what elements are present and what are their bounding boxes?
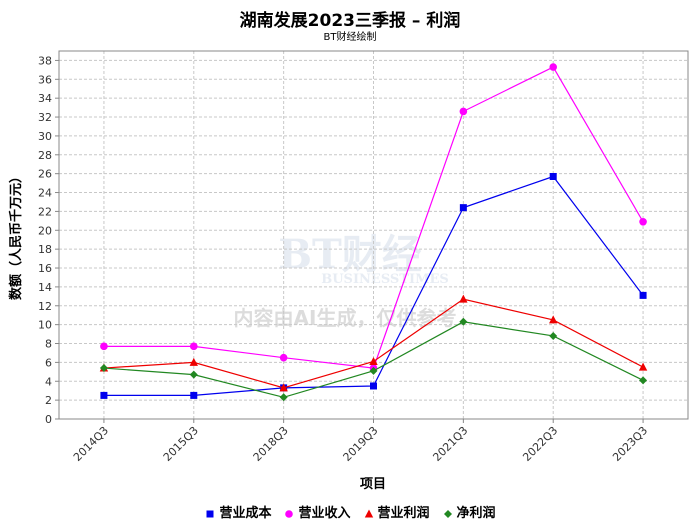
y-tick-label: 24 bbox=[38, 187, 52, 200]
data-point bbox=[369, 366, 378, 375]
y-tick-label: 20 bbox=[38, 224, 52, 237]
data-point bbox=[549, 331, 558, 340]
y-axis-label: 数额（人民币千万元） bbox=[8, 170, 24, 300]
data-point bbox=[459, 204, 467, 212]
data-point bbox=[638, 362, 648, 371]
legend-item: 净利润 bbox=[442, 502, 496, 521]
legend-label: 营业利润 bbox=[377, 506, 430, 521]
y-tick-label: 16 bbox=[38, 262, 52, 275]
data-point bbox=[639, 291, 647, 299]
x-axis: 2014Q3 2015Q3 2018Q3 2019Q3 2021Q3 2022Q3 2023… bbox=[71, 419, 650, 464]
legend-marker bbox=[206, 510, 214, 517]
data-point bbox=[549, 63, 558, 71]
data-point bbox=[279, 393, 288, 402]
watermark-logo-subtext: BUSINESSTIMES bbox=[321, 272, 449, 287]
data-point bbox=[279, 353, 288, 362]
y-tick-label: 28 bbox=[38, 149, 52, 162]
x-tick-label: 2015Q3 bbox=[161, 424, 201, 464]
legend-label: 净利润 bbox=[456, 506, 496, 521]
y-tick-label: 14 bbox=[38, 281, 52, 294]
legend-marker-icon bbox=[364, 509, 373, 517]
legend-marker bbox=[443, 509, 452, 518]
data-point bbox=[190, 391, 198, 399]
legend-marker bbox=[364, 509, 373, 517]
legend-label: 营业成本 bbox=[219, 506, 272, 521]
y-tick-label: 32 bbox=[38, 111, 52, 124]
y-tick-label: 18 bbox=[38, 243, 52, 256]
series-layer bbox=[99, 63, 648, 402]
series-0 bbox=[100, 172, 647, 399]
data-point bbox=[369, 356, 378, 365]
y-tick-label: 0 bbox=[45, 413, 52, 426]
x-tick-label: 2023Q3 bbox=[610, 424, 650, 464]
y-tick-label: 4 bbox=[45, 375, 52, 388]
legend-item: 营业收入 bbox=[283, 502, 351, 521]
data-point bbox=[100, 391, 108, 399]
y-tick-label: 26 bbox=[38, 168, 52, 181]
y-tick-label: 10 bbox=[38, 319, 52, 332]
legend-item: 营业利润 bbox=[363, 502, 430, 521]
x-tick-label: 2018Q3 bbox=[251, 424, 291, 464]
y-tick-label: 12 bbox=[38, 300, 52, 313]
x-axis-label: 项目 bbox=[360, 477, 386, 492]
series-3 bbox=[99, 317, 648, 402]
legend-marker-icon bbox=[206, 510, 214, 517]
y-tick-label: 30 bbox=[38, 130, 52, 143]
data-point bbox=[639, 217, 647, 226]
data-point bbox=[189, 357, 198, 366]
data-point bbox=[639, 376, 648, 385]
y-tick-label: 2 bbox=[45, 394, 52, 407]
y-tick-label: 8 bbox=[45, 338, 52, 351]
y-tick-label: 22 bbox=[38, 205, 52, 218]
data-point bbox=[99, 364, 108, 373]
data-point bbox=[459, 317, 468, 326]
legend-marker-icon bbox=[285, 509, 294, 518]
legend: 营业成本 营业收入 营业利润 净利润 bbox=[0, 502, 700, 521]
chart-subtitle: BT财经绘制 bbox=[323, 32, 377, 43]
y-tick-label: 34 bbox=[38, 92, 52, 105]
x-tick-label: 2021Q3 bbox=[430, 424, 470, 464]
legend-item: 营业成本 bbox=[204, 502, 271, 521]
data-point bbox=[459, 107, 468, 116]
chart-title: 湖南发展2023三季报 – 利润 bbox=[239, 11, 461, 31]
x-tick-label: 2014Q3 bbox=[71, 424, 111, 464]
series-2 bbox=[99, 294, 648, 392]
data-point bbox=[549, 315, 558, 324]
legend-label: 营业收入 bbox=[298, 506, 351, 521]
data-point bbox=[549, 172, 557, 180]
watermark-logo-text: BT财经 bbox=[278, 231, 422, 278]
y-tick-label: 38 bbox=[38, 54, 52, 67]
data-point bbox=[279, 383, 288, 392]
data-point bbox=[459, 294, 468, 303]
x-tick-label: 2022Q3 bbox=[520, 424, 560, 464]
data-point bbox=[189, 370, 198, 379]
legend-marker bbox=[285, 509, 294, 518]
x-tick-label: 2019Q3 bbox=[341, 424, 381, 464]
legend-marker-icon bbox=[443, 509, 452, 518]
y-tick-label: 36 bbox=[38, 73, 52, 86]
watermark-notice: 内容由AI生成，仅供参考 bbox=[234, 306, 457, 330]
data-point bbox=[189, 342, 198, 351]
y-tick-label: 6 bbox=[45, 356, 52, 369]
data-point bbox=[100, 342, 108, 351]
data-point bbox=[370, 382, 377, 390]
